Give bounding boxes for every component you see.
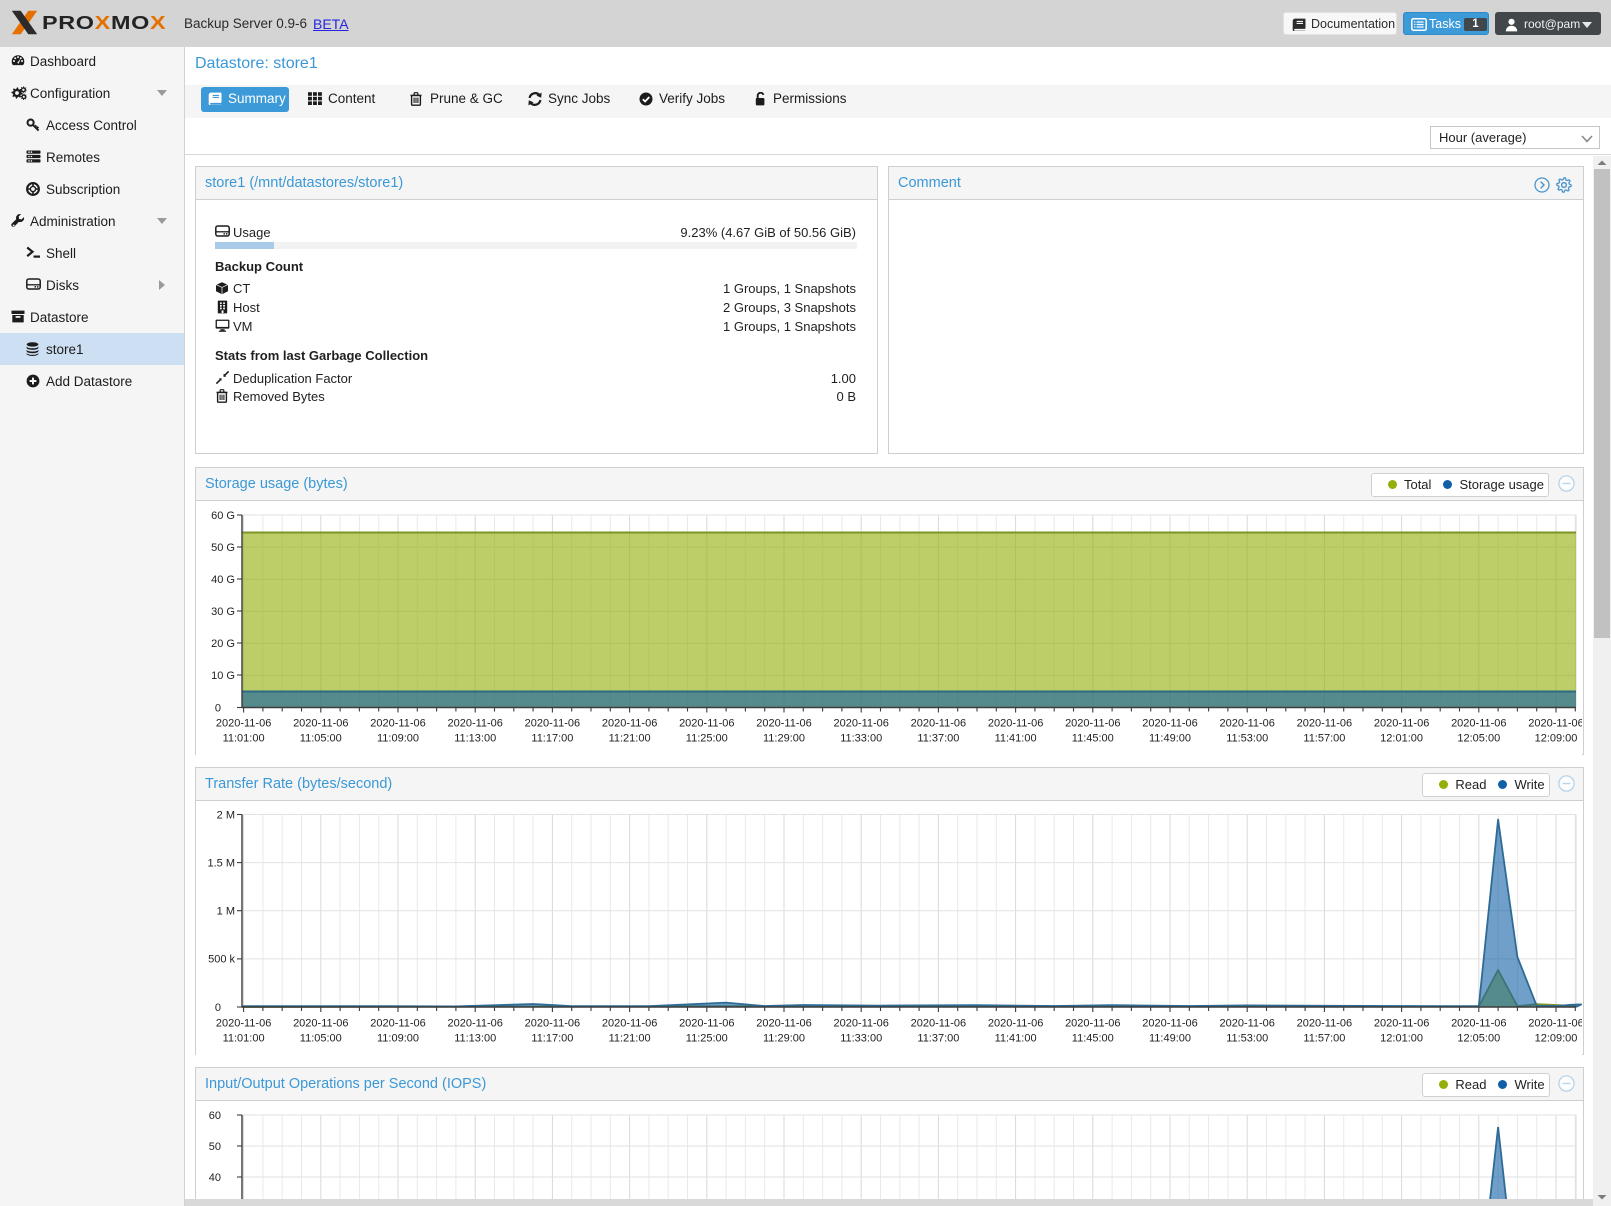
svg-text:11:29:00: 11:29:00 xyxy=(763,1033,805,1045)
svg-text:2020-11-06: 2020-11-06 xyxy=(679,1018,734,1030)
svg-text:0: 0 xyxy=(215,702,221,714)
svg-text:2020-11-06: 2020-11-06 xyxy=(1528,718,1582,730)
svg-text:2020-11-06: 2020-11-06 xyxy=(525,1018,580,1030)
svg-text:11:49:00: 11:49:00 xyxy=(1149,733,1191,745)
svg-text:2020-11-06: 2020-11-06 xyxy=(833,1018,888,1030)
svg-text:11:37:00: 11:37:00 xyxy=(917,733,959,745)
svg-text:2 M: 2 M xyxy=(217,809,235,821)
svg-text:11:45:00: 11:45:00 xyxy=(1072,1033,1114,1045)
svg-text:2020-11-06: 2020-11-06 xyxy=(1219,1018,1274,1030)
svg-text:1 M: 1 M xyxy=(217,906,235,918)
svg-text:2020-11-06: 2020-11-06 xyxy=(525,718,580,730)
svg-text:11:53:00: 11:53:00 xyxy=(1226,1033,1268,1045)
svg-text:11:21:00: 11:21:00 xyxy=(609,1033,651,1045)
svg-text:40: 40 xyxy=(209,1172,221,1184)
svg-text:2020-11-06: 2020-11-06 xyxy=(1142,718,1197,730)
svg-text:1.5 M: 1.5 M xyxy=(207,857,235,869)
svg-text:11:45:00: 11:45:00 xyxy=(1072,733,1114,745)
svg-text:11:01:00: 11:01:00 xyxy=(223,733,265,745)
svg-text:60: 60 xyxy=(209,1110,221,1122)
svg-text:2020-11-06: 2020-11-06 xyxy=(1142,1018,1197,1030)
svg-text:2020-11-06: 2020-11-06 xyxy=(602,1018,657,1030)
svg-text:2020-11-06: 2020-11-06 xyxy=(988,718,1043,730)
svg-text:2020-11-06: 2020-11-06 xyxy=(679,718,734,730)
svg-text:2020-11-06: 2020-11-06 xyxy=(447,718,502,730)
svg-text:2020-11-06: 2020-11-06 xyxy=(1451,718,1506,730)
svg-text:2020-11-06: 2020-11-06 xyxy=(293,1018,348,1030)
svg-text:11:37:00: 11:37:00 xyxy=(917,1033,959,1045)
svg-text:2020-11-06: 2020-11-06 xyxy=(1374,1018,1429,1030)
svg-text:11:17:00: 11:17:00 xyxy=(531,1033,573,1045)
svg-text:0: 0 xyxy=(215,1002,221,1014)
svg-text:11:25:00: 11:25:00 xyxy=(686,1033,728,1045)
svg-text:11:57:00: 11:57:00 xyxy=(1303,1033,1345,1045)
svg-text:11:13:00: 11:13:00 xyxy=(454,1033,496,1045)
svg-text:2020-11-06: 2020-11-06 xyxy=(756,718,811,730)
svg-text:12:01:00: 12:01:00 xyxy=(1380,1033,1423,1045)
svg-text:12:01:00: 12:01:00 xyxy=(1380,733,1423,745)
svg-text:2020-11-06: 2020-11-06 xyxy=(833,718,888,730)
svg-text:2020-11-06: 2020-11-06 xyxy=(370,1018,425,1030)
svg-text:12:05:00: 12:05:00 xyxy=(1457,1033,1500,1045)
svg-text:2020-11-06: 2020-11-06 xyxy=(911,1018,966,1030)
svg-text:2020-11-06: 2020-11-06 xyxy=(370,718,425,730)
svg-text:2020-11-06: 2020-11-06 xyxy=(756,1018,811,1030)
svg-text:20 G: 20 G xyxy=(211,638,235,650)
svg-text:2020-11-06: 2020-11-06 xyxy=(911,718,966,730)
svg-text:2020-11-06: 2020-11-06 xyxy=(216,718,271,730)
svg-text:11:49:00: 11:49:00 xyxy=(1149,1033,1191,1045)
svg-text:2020-11-06: 2020-11-06 xyxy=(1065,1018,1120,1030)
svg-text:50: 50 xyxy=(209,1141,221,1153)
svg-text:500 k: 500 k xyxy=(208,954,235,966)
svg-text:11:41:00: 11:41:00 xyxy=(995,1033,1037,1045)
svg-text:10 G: 10 G xyxy=(211,670,235,682)
svg-text:11:05:00: 11:05:00 xyxy=(300,733,342,745)
svg-text:2020-11-06: 2020-11-06 xyxy=(1374,718,1429,730)
svg-text:11:25:00: 11:25:00 xyxy=(686,733,728,745)
svg-text:11:29:00: 11:29:00 xyxy=(763,733,805,745)
svg-text:2020-11-06: 2020-11-06 xyxy=(988,1018,1043,1030)
svg-text:11:33:00: 11:33:00 xyxy=(840,733,882,745)
svg-text:11:21:00: 11:21:00 xyxy=(609,733,651,745)
svg-text:40 G: 40 G xyxy=(211,574,235,586)
svg-text:12:05:00: 12:05:00 xyxy=(1457,733,1500,745)
svg-text:2020-11-06: 2020-11-06 xyxy=(447,1018,502,1030)
svg-text:2020-11-06: 2020-11-06 xyxy=(1065,718,1120,730)
svg-text:2020-11-06: 2020-11-06 xyxy=(293,718,348,730)
svg-text:2020-11-06: 2020-11-06 xyxy=(1451,1018,1506,1030)
svg-text:30 G: 30 G xyxy=(211,606,235,618)
svg-text:11:01:00: 11:01:00 xyxy=(223,1033,265,1045)
svg-text:2020-11-06: 2020-11-06 xyxy=(216,1018,271,1030)
svg-text:2020-11-06: 2020-11-06 xyxy=(1297,718,1352,730)
svg-text:11:41:00: 11:41:00 xyxy=(995,733,1037,745)
svg-text:12:09:00: 12:09:00 xyxy=(1535,1033,1578,1045)
svg-text:11:09:00: 11:09:00 xyxy=(377,733,419,745)
svg-text:11:13:00: 11:13:00 xyxy=(454,733,496,745)
svg-text:11:53:00: 11:53:00 xyxy=(1226,733,1268,745)
svg-text:2020-11-06: 2020-11-06 xyxy=(1219,718,1274,730)
svg-text:2020-11-06: 2020-11-06 xyxy=(602,718,657,730)
svg-text:11:57:00: 11:57:00 xyxy=(1303,733,1345,745)
svg-text:11:33:00: 11:33:00 xyxy=(840,1033,882,1045)
svg-text:11:05:00: 11:05:00 xyxy=(300,1033,342,1045)
svg-text:60 G: 60 G xyxy=(211,510,235,522)
svg-text:11:17:00: 11:17:00 xyxy=(531,733,573,745)
svg-text:11:09:00: 11:09:00 xyxy=(377,1033,419,1045)
svg-text:2020-11-06: 2020-11-06 xyxy=(1297,1018,1352,1030)
svg-text:50 G: 50 G xyxy=(211,542,235,554)
svg-text:12:09:00: 12:09:00 xyxy=(1535,733,1578,745)
svg-text:2020-11-06: 2020-11-06 xyxy=(1528,1018,1582,1030)
